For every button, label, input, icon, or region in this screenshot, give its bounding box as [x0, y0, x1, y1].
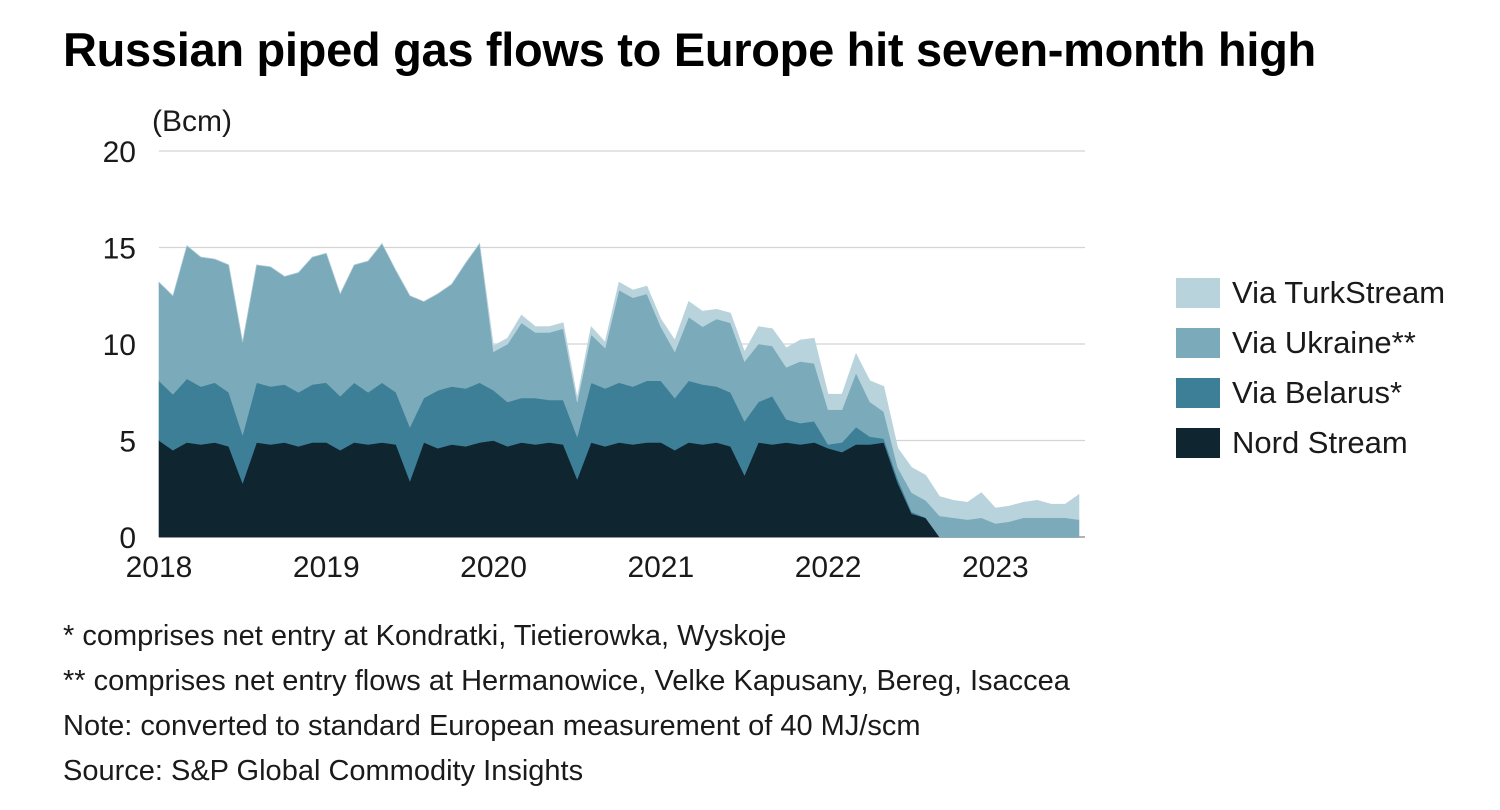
- y-tick-label: 5: [119, 426, 136, 459]
- legend-label: Via TurkStream: [1232, 275, 1446, 310]
- footnote-belarus: * comprises net entry at Kondratki, Tiet…: [63, 620, 787, 652]
- legend-item-via-belarus: Via Belarus*: [1176, 368, 1445, 418]
- x-tick-label: 2018: [126, 551, 193, 584]
- y-axis-unit: (Bcm): [152, 105, 232, 138]
- x-axis-ticks: 2018 2019 2020 2021 2022 2023: [126, 551, 1029, 584]
- footnote-ukraine: ** comprises net entry flows at Hermanow…: [63, 665, 1070, 697]
- legend-item-via-turkstream: Via TurkStream: [1176, 268, 1445, 318]
- legend-label: Via Ukraine**: [1232, 325, 1416, 360]
- chart-title: Russian piped gas flows to Europe hit se…: [63, 23, 1316, 76]
- legend-item-via-ukraine: Via Ukraine**: [1176, 318, 1445, 368]
- y-tick-label: 0: [119, 522, 136, 555]
- source-note: Source: S&P Global Commodity Insights: [63, 755, 584, 787]
- footnotes: * comprises net entry at Kondratki, Tiet…: [63, 614, 1070, 794]
- footnote-conversion: Note: converted to standard European mea…: [63, 710, 921, 742]
- legend: Via TurkStream Via Ukraine** Via Belarus* N…: [1176, 268, 1445, 468]
- area-series: [158, 242, 1080, 538]
- x-tick-label: 2022: [795, 551, 862, 584]
- legend-item-nord-stream: Nord Stream: [1176, 418, 1445, 468]
- legend-label: Via Belarus*: [1232, 375, 1403, 410]
- x-tick-label: 2021: [627, 551, 694, 584]
- legend-swatch: [1176, 328, 1220, 358]
- y-tick-label: 10: [103, 329, 136, 362]
- y-tick-label: 15: [103, 233, 136, 266]
- y-tick-label: 20: [103, 136, 136, 169]
- legend-swatch: [1176, 278, 1220, 308]
- y-axis-ticks: 0 5 10 15 20: [103, 136, 136, 555]
- x-tick-label: 2023: [962, 551, 1029, 584]
- legend-swatch: [1176, 428, 1220, 458]
- area-via-turkstream: [158, 242, 1080, 524]
- legend-swatch: [1176, 378, 1220, 408]
- x-tick-label: 2020: [460, 551, 527, 584]
- legend-label: Nord Stream: [1232, 425, 1408, 460]
- x-tick-label: 2019: [293, 551, 360, 584]
